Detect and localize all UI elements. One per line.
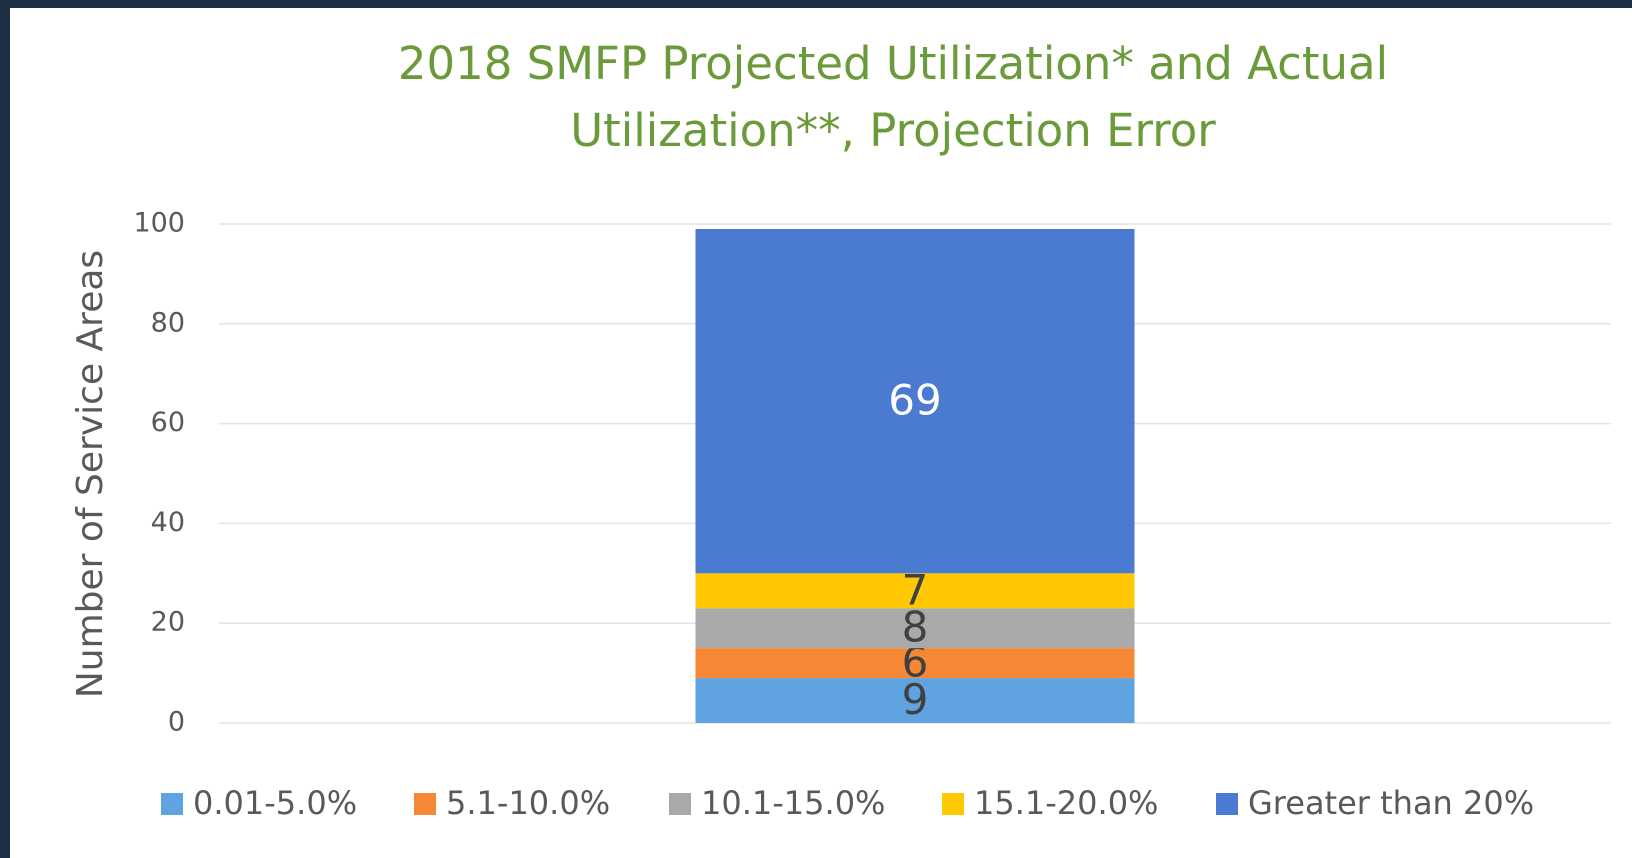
bar-segment [695, 608, 1135, 649]
bar-segment [695, 678, 1135, 723]
legend-swatch [669, 793, 691, 815]
chart-title: Utilization**, Projection Error [570, 104, 1216, 157]
legend-swatch [161, 793, 183, 815]
y-axis-label: Number of Service Areas [70, 250, 111, 698]
data-label: 7 [902, 565, 929, 614]
legend-swatch [414, 793, 436, 815]
y-tick-label: 80 [151, 307, 185, 338]
legend-swatch [1216, 793, 1238, 815]
y-tick-label: 60 [151, 407, 185, 438]
legend-label: 10.1-15.0% [701, 784, 885, 822]
data-label: 69 [888, 376, 941, 425]
y-tick-label: 20 [151, 607, 185, 638]
legend-label: 15.1-20.0% [974, 784, 1158, 822]
bar-segment [695, 648, 1135, 679]
chart-title: 2018 SMFP Projected Utilization* and Act… [398, 37, 1388, 90]
bar-segment [695, 573, 1135, 609]
y-tick-label: 0 [168, 707, 185, 738]
y-tick-label: 40 [151, 507, 185, 538]
legend-label: Greater than 20% [1248, 784, 1534, 822]
y-tick-label: 100 [133, 208, 185, 239]
bar-segment [695, 228, 1135, 574]
legend-label: 0.01-5.0% [193, 784, 357, 822]
legend-label: 5.1-10.0% [446, 784, 610, 822]
data-label: 9 [902, 675, 929, 724]
data-label: 8 [902, 603, 929, 652]
legend-swatch [942, 793, 964, 815]
